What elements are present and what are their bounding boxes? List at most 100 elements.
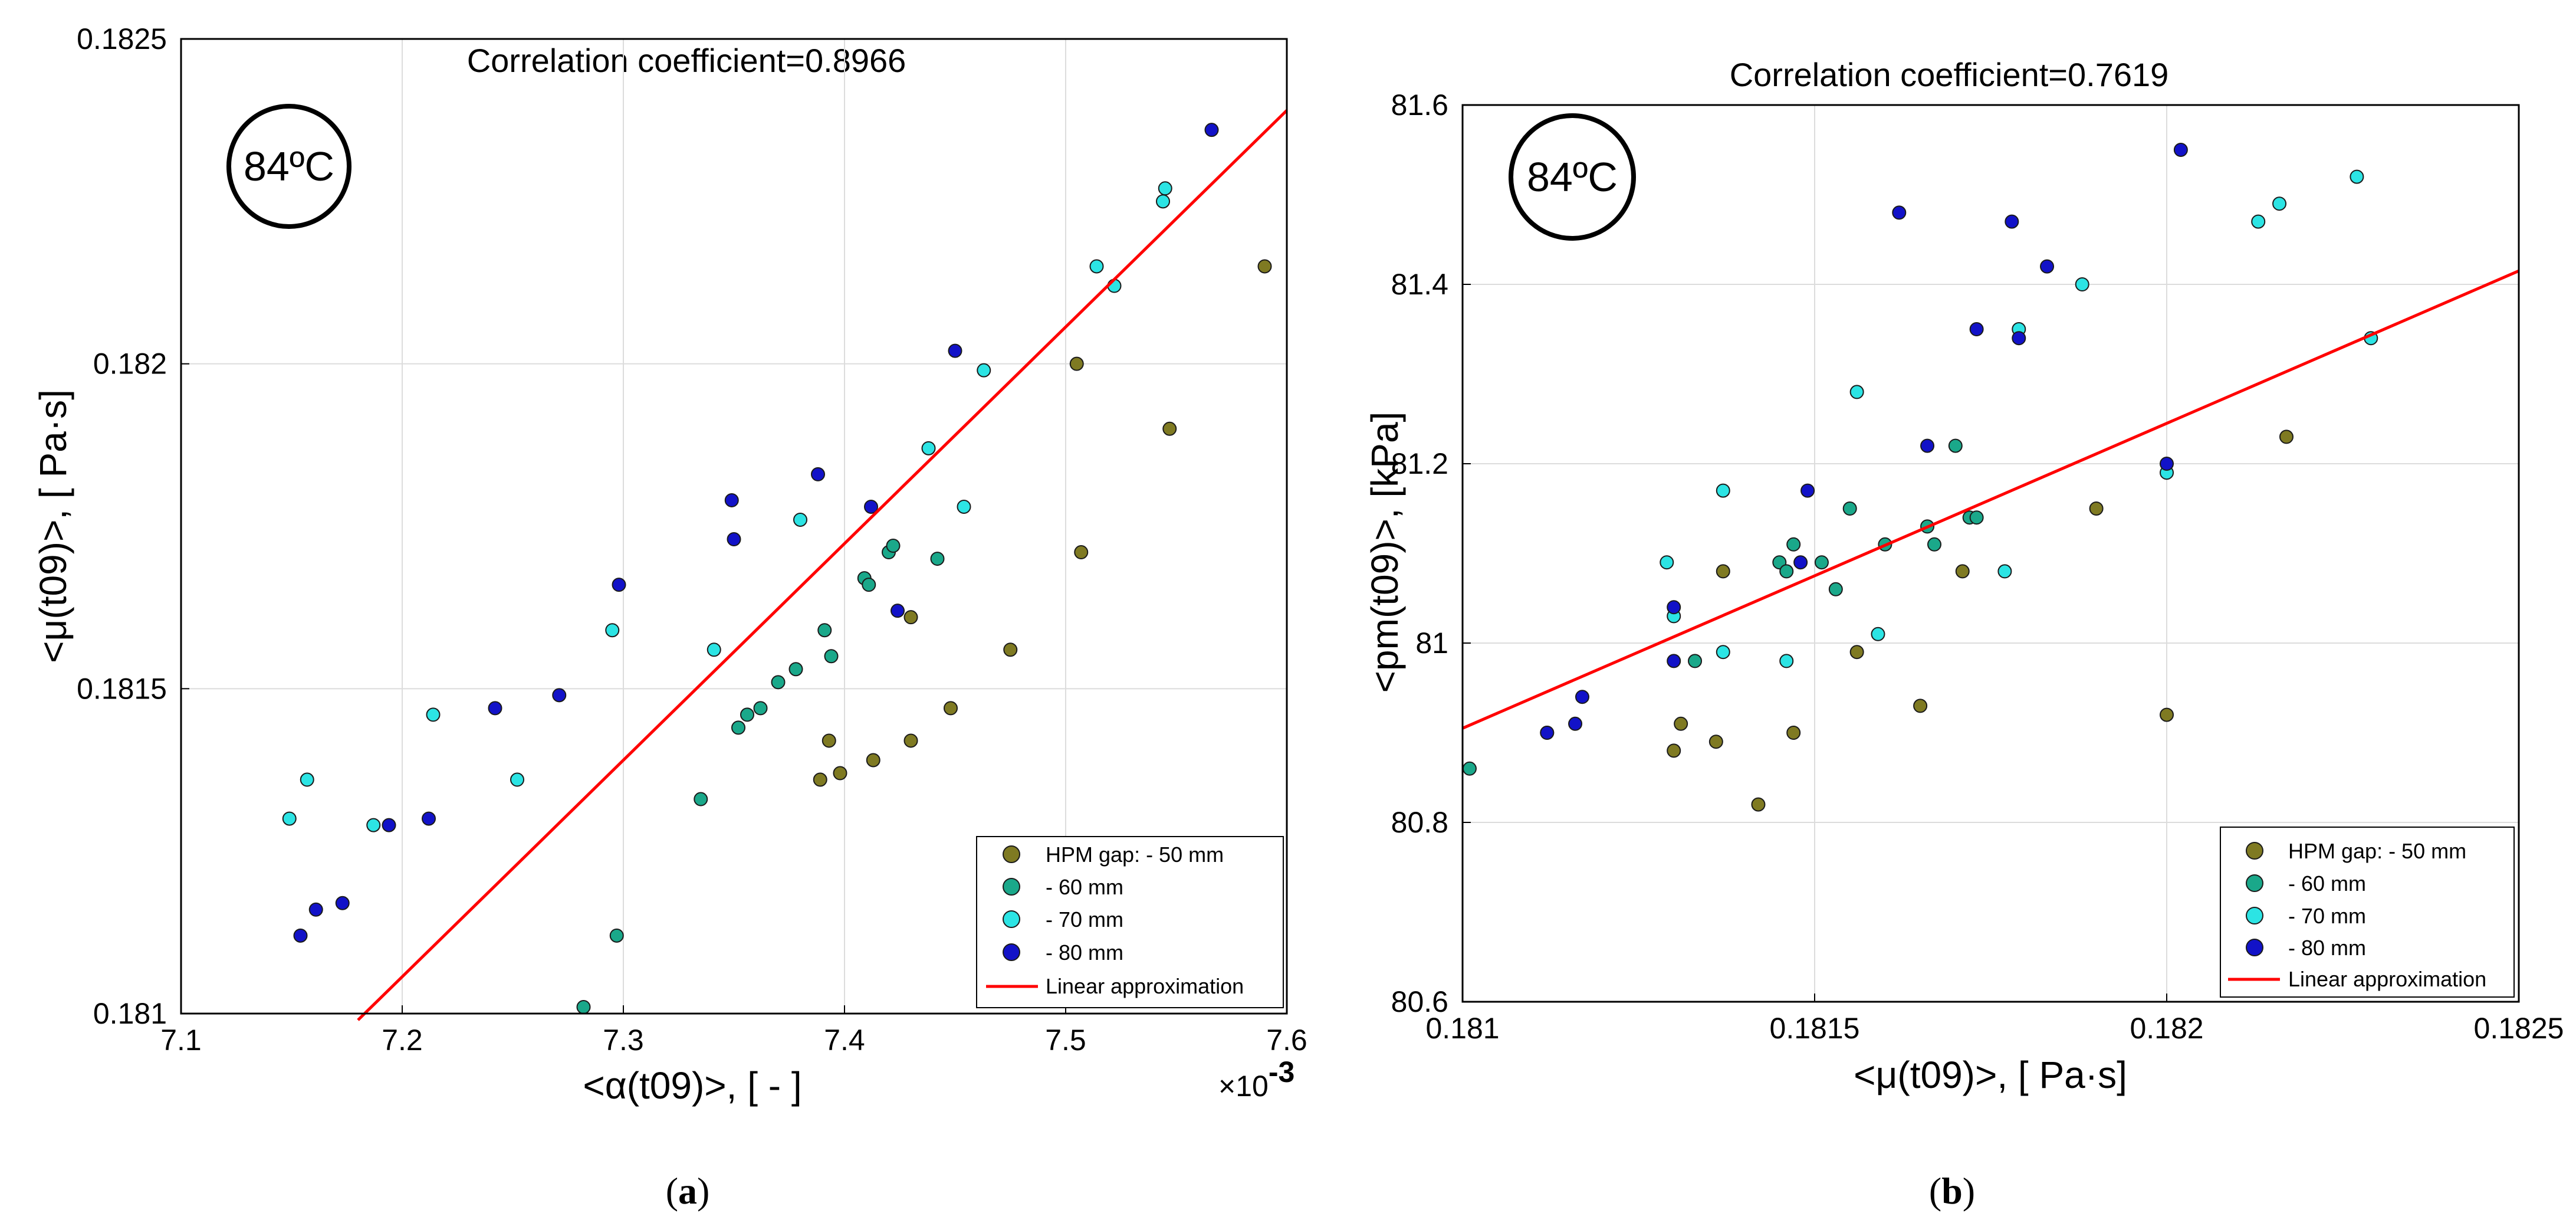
- point-hpm-gap-50-mm: [1162, 421, 1177, 436]
- point-70-mm: [2350, 169, 2364, 184]
- point-70-mm: [1871, 627, 1885, 641]
- point-70-mm: [426, 707, 441, 722]
- legend-swatch-80mm: [1003, 943, 1020, 961]
- point-70-mm: [1156, 194, 1170, 209]
- point-80-mm: [2012, 331, 2026, 346]
- chart-a-frame: [180, 38, 1288, 1015]
- chart-a-badge-text: 84ºC: [244, 143, 334, 189]
- point-70-mm: [282, 811, 297, 826]
- legend-label-linear: Linear approximation: [1046, 974, 1244, 998]
- caption-a-letter: a: [678, 1170, 697, 1212]
- y-tick-label: 81.2: [1391, 447, 1448, 480]
- point-hpm-gap-50-mm: [1786, 726, 1801, 740]
- point-80-mm: [1667, 654, 1681, 668]
- point-80-mm: [488, 701, 502, 716]
- point-hpm-gap-50-mm: [866, 753, 880, 768]
- point-60-mm: [771, 675, 786, 690]
- point-70-mm: [1716, 483, 1730, 498]
- x-tick-label: 7.5: [1045, 1024, 1086, 1057]
- x-tick-label: 0.182: [2130, 1012, 2203, 1045]
- point-80-mm: [2040, 259, 2055, 274]
- legend-label-80mm: - 80 mm: [2288, 936, 2366, 960]
- point-70-mm: [510, 772, 524, 787]
- point-80-mm: [612, 578, 626, 592]
- point-hpm-gap-50-mm: [1955, 564, 1970, 579]
- point-hpm-gap-50-mm: [1674, 716, 1688, 731]
- point-60-mm: [1779, 564, 1794, 579]
- chart-a-x-multiplier: ×10-3: [1218, 1055, 1294, 1103]
- point-80-mm: [552, 688, 567, 703]
- legend-label-50mm: HPM gap: - 50 mm: [2288, 839, 2466, 863]
- y-tick-label: 80.6: [1391, 985, 1448, 1018]
- caption-a: (a): [666, 1170, 710, 1212]
- chart-a-temperature-badge: 84ºC: [226, 104, 351, 229]
- point-hpm-gap-50-mm: [1069, 356, 1084, 371]
- point-60-mm: [930, 552, 945, 566]
- chart-a-ticks: 7.1 7.2 7.3 7.4 7.5 7.6 0.181 0.1815 0.182 0.1825: [77, 22, 1307, 1057]
- point-80-mm: [811, 467, 825, 481]
- point-hpm-gap-50-mm: [822, 733, 836, 748]
- point-60-mm: [824, 649, 839, 664]
- y-tick-label: 0.1825: [77, 22, 167, 55]
- point-80-mm: [293, 928, 308, 943]
- point-hpm-gap-50-mm: [2279, 429, 2294, 444]
- point-80-mm: [2160, 457, 2174, 471]
- point-80-mm: [1793, 555, 1808, 570]
- point-80-mm: [1575, 690, 1589, 704]
- point-60-mm: [609, 928, 624, 943]
- panel-b: Correlation coefficient=0.7619 0.181 0.18…: [1363, 56, 2564, 1212]
- legend-label-60mm: - 60 mm: [2288, 871, 2366, 896]
- point-70-mm: [793, 512, 807, 527]
- legend-swatch-70mm: [2246, 907, 2263, 924]
- x-tick-label: 7.6: [1266, 1024, 1307, 1057]
- point-60-mm: [576, 999, 591, 1014]
- point-70-mm: [366, 818, 381, 832]
- point-hpm-gap-50-mm: [944, 701, 958, 716]
- point-hpm-gap-50-mm: [1667, 743, 1681, 758]
- point-hpm-gap-50-mm: [2089, 501, 2104, 516]
- point-80-mm: [948, 343, 962, 358]
- legend-swatch-60mm: [2246, 874, 2263, 892]
- chart-b-ticks: 0.181 0.1815 0.182 0.1825 80.6 80.8 81 81.2 81.4…: [1391, 88, 2564, 1045]
- point-80-mm: [422, 811, 436, 826]
- point-60-mm: [694, 792, 708, 806]
- point-hpm-gap-50-mm: [1716, 564, 1730, 579]
- badge-circle-icon: [1509, 113, 1636, 241]
- chart-a-xlabel: <α(t09)>, [ - ]: [583, 1064, 801, 1107]
- point-hpm-gap-50-mm: [1849, 645, 1864, 660]
- point-70-mm: [957, 499, 971, 514]
- chart-a-legend: HPM gap: - 50 mm - 60 mm - 70 mm - 80 mm…: [976, 836, 1284, 1008]
- point-60-mm: [886, 539, 901, 553]
- chart-b-title: Correlation coefficient=0.7619: [1730, 56, 2169, 93]
- point-80-mm: [2005, 214, 2019, 229]
- chart-a-points: [282, 123, 1272, 1014]
- chart-b-temperature-badge: 84ºC: [1509, 113, 1636, 241]
- point-80-mm: [724, 493, 739, 507]
- point-60-mm: [753, 701, 768, 716]
- chart-a-grid: [181, 39, 1287, 1014]
- legend-swatch-80mm: [2246, 939, 2263, 956]
- point-hpm-gap-50-mm: [1074, 545, 1089, 560]
- point-hpm-gap-50-mm: [833, 766, 847, 781]
- x-tick-label: 7.1: [160, 1024, 202, 1057]
- point-80-mm: [1540, 726, 1555, 740]
- y-tick-label: 0.182: [93, 347, 167, 381]
- point-80-mm: [308, 902, 323, 917]
- point-80-mm: [1892, 205, 1907, 220]
- y-tick-label: 81: [1415, 627, 1448, 660]
- chart-b-grid: [1463, 105, 2519, 1002]
- point-60-mm: [1814, 555, 1829, 570]
- x-multiplier-base: ×10: [1218, 1070, 1269, 1103]
- legend-label-70mm: - 70 mm: [2288, 904, 2366, 928]
- point-80-mm: [1667, 600, 1681, 615]
- point-70-mm: [1716, 645, 1730, 660]
- x-tick-label: 0.1815: [1770, 1012, 1860, 1045]
- point-hpm-gap-50-mm: [903, 610, 918, 625]
- point-70-mm: [1849, 385, 1864, 399]
- chart-a-ylabel: <μ(t09)>, [ Pa·s]: [32, 389, 74, 663]
- point-hpm-gap-50-mm: [1003, 642, 1018, 657]
- point-60-mm: [1688, 654, 1703, 668]
- x-tick-label: 7.3: [603, 1024, 644, 1057]
- chart-a-fit: [357, 109, 1288, 1021]
- chart-a-title: Correlation coefficient=0.8966: [467, 42, 906, 79]
